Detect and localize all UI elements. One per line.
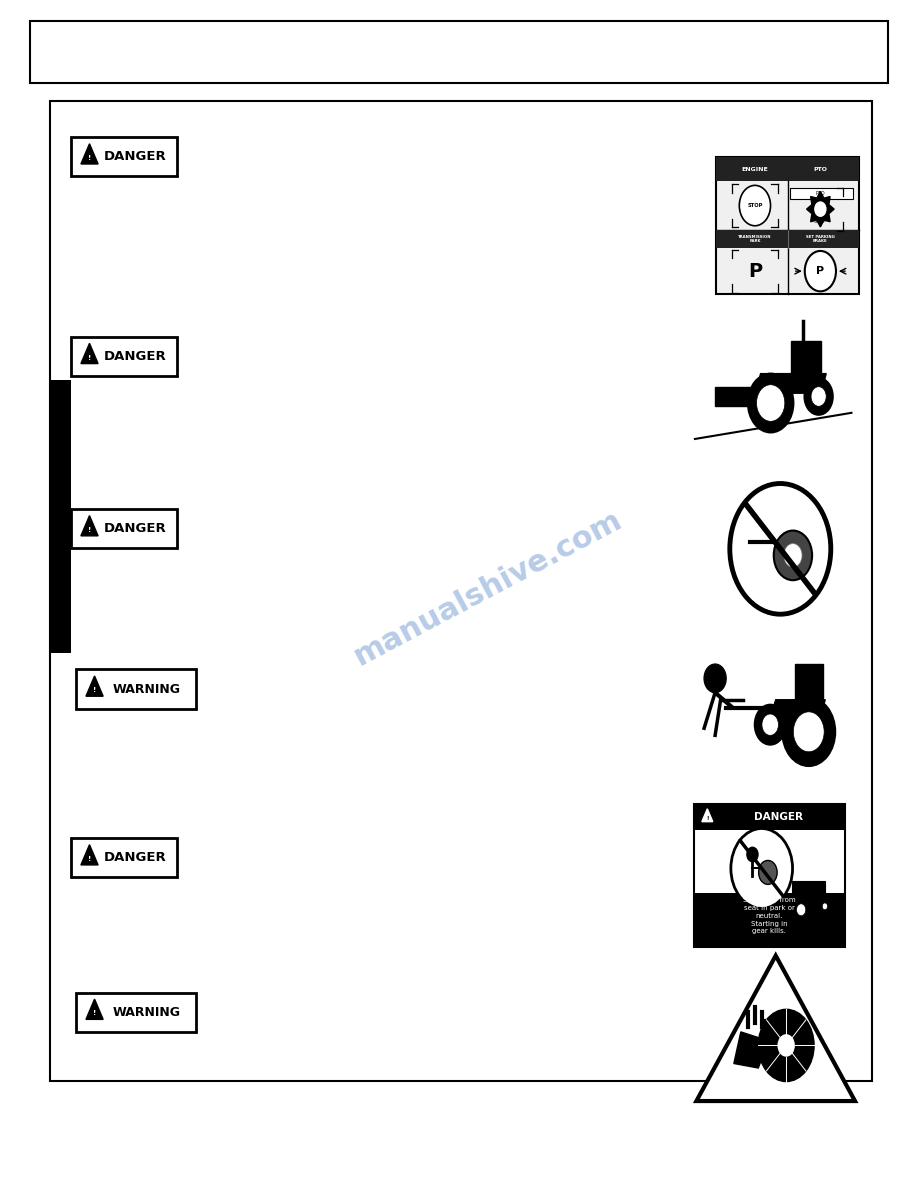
Circle shape [739,185,770,226]
Circle shape [815,202,826,216]
Circle shape [804,378,833,415]
Polygon shape [81,343,98,364]
Polygon shape [697,955,855,1101]
Text: WARNING: WARNING [113,683,181,695]
Circle shape [819,898,831,914]
Text: DANGER: DANGER [104,852,166,864]
Circle shape [805,251,836,291]
Text: STOP: STOP [747,203,763,208]
Bar [72,337,176,375]
Circle shape [758,1010,814,1081]
Text: DANGER: DANGER [104,523,166,535]
Circle shape [812,387,826,406]
Circle shape [784,544,802,567]
Circle shape [755,704,786,745]
Text: !: ! [88,855,91,862]
Polygon shape [770,700,825,718]
Bar [792,880,825,902]
Circle shape [731,828,792,909]
Text: !: ! [93,687,96,694]
Polygon shape [807,191,834,227]
Text: PTO: PTO [813,166,827,172]
Text: DANGER: DANGER [754,813,803,822]
Text: TRANSMISSION
PARK: TRANSMISSION PARK [738,235,772,244]
Text: !: ! [88,526,91,533]
Text: !: ! [706,816,709,821]
Bar [716,158,859,295]
Circle shape [774,531,812,580]
Text: P: P [748,261,762,280]
Bar [76,993,196,1031]
Text: manualshive.com: manualshive.com [349,505,627,671]
Circle shape [748,373,793,432]
Circle shape [782,697,835,766]
Text: !: ! [88,154,91,162]
Polygon shape [756,373,826,393]
Polygon shape [86,676,103,696]
Text: P: P [816,266,824,276]
Circle shape [778,1034,795,1057]
Circle shape [756,385,785,422]
Circle shape [762,714,778,735]
Text: WARNING: WARNING [113,1006,181,1018]
Text: Start only from
seat in park or
neutral.
Starting in
gear kills.: Start only from seat in park or neutral.… [743,897,796,935]
Bar [716,157,859,182]
Bar [716,229,859,248]
Text: DANGER: DANGER [104,350,166,362]
Circle shape [792,898,811,922]
Text: SET PARKING
BRAKE: SET PARKING BRAKE [806,235,834,244]
Bar [72,839,176,877]
Bar [76,670,196,708]
Polygon shape [86,999,103,1019]
Circle shape [730,484,831,614]
Text: !: ! [93,1010,96,1017]
Text: DANGER: DANGER [104,151,166,163]
Bar [72,137,176,177]
Circle shape [758,860,778,884]
Bar [50,101,872,1081]
Bar [694,804,845,830]
Polygon shape [733,1032,768,1068]
Circle shape [793,712,824,752]
Bar [694,804,845,947]
Text: ENGINE: ENGINE [742,166,768,172]
Bar [72,508,176,549]
Text: STOP: STOP [814,219,827,225]
Polygon shape [81,845,98,865]
Circle shape [747,847,758,861]
Text: !: ! [88,354,91,361]
Text: PTO: PTO [815,191,825,196]
Bar [30,21,888,83]
Circle shape [823,903,827,910]
Polygon shape [81,516,98,536]
Bar [694,892,845,947]
Circle shape [797,904,806,916]
Bar [50,380,71,653]
Polygon shape [81,144,98,164]
Polygon shape [702,809,712,822]
Polygon shape [795,664,823,700]
Polygon shape [790,341,821,373]
Bar [790,188,853,200]
Polygon shape [715,386,751,406]
Circle shape [704,664,726,693]
